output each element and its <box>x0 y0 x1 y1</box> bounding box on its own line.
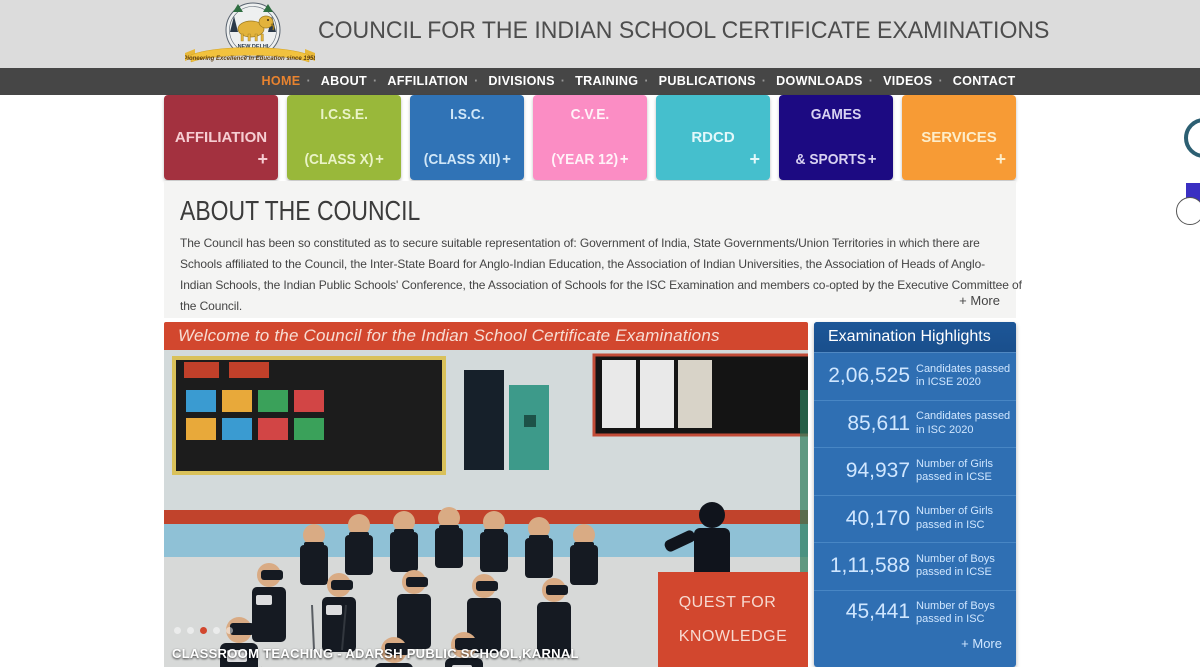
svg-text:Pioneering Excellence in Educa: Pioneering Excellence in Education since… <box>185 56 315 62</box>
